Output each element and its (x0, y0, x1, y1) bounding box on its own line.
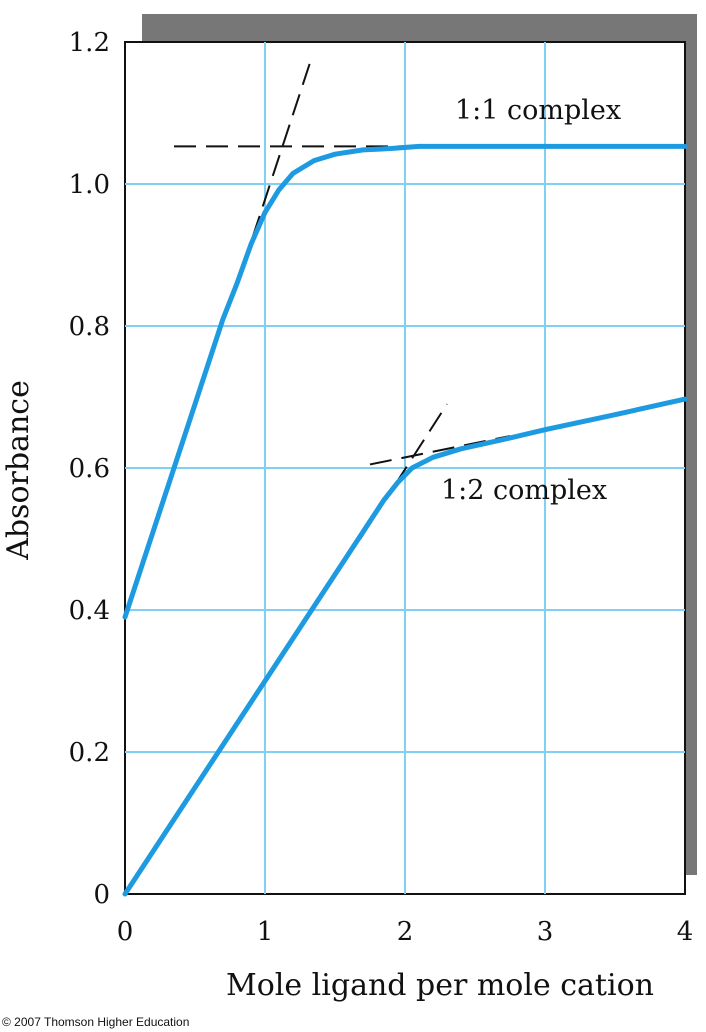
x-tick-label: 3 (537, 917, 554, 947)
x-tick-label: 4 (677, 917, 694, 947)
y-tick-label: 0.2 (69, 738, 110, 768)
y-tick-label: 1.2 (69, 28, 110, 58)
x-tick-label: 2 (397, 917, 414, 947)
y-tick-label: 0.4 (69, 596, 110, 626)
x-tick-labels: 0 1 2 3 4 (117, 917, 694, 947)
series-line-2 (122, 396, 688, 897)
x-axis-title: Mole ligand per mole cation (226, 968, 654, 1003)
copyright-text: © 2007 Thomson Higher Education (2, 1015, 189, 1029)
tangent-line (359, 403, 448, 540)
y-tick-labels: 0 0.2 0.4 0.6 0.8 1.0 1.2 (69, 28, 110, 910)
x-tick-label: 0 (117, 917, 134, 947)
tangent-line (369, 435, 511, 466)
series (122, 143, 688, 897)
y-tick-label: 0 (93, 880, 110, 910)
y-tick-label: 1.0 (69, 170, 110, 200)
y-tick-label: 0.6 (69, 454, 110, 484)
curve-label-1-1: 1:1 complex (455, 95, 621, 126)
curve-label-1-2: 1:2 complex (441, 475, 607, 506)
x-tick-label: 1 (257, 917, 274, 947)
series-line-1 (122, 143, 688, 620)
y-tick-label: 0.8 (69, 312, 110, 342)
y-axis-title: Absorbance (1, 380, 36, 561)
